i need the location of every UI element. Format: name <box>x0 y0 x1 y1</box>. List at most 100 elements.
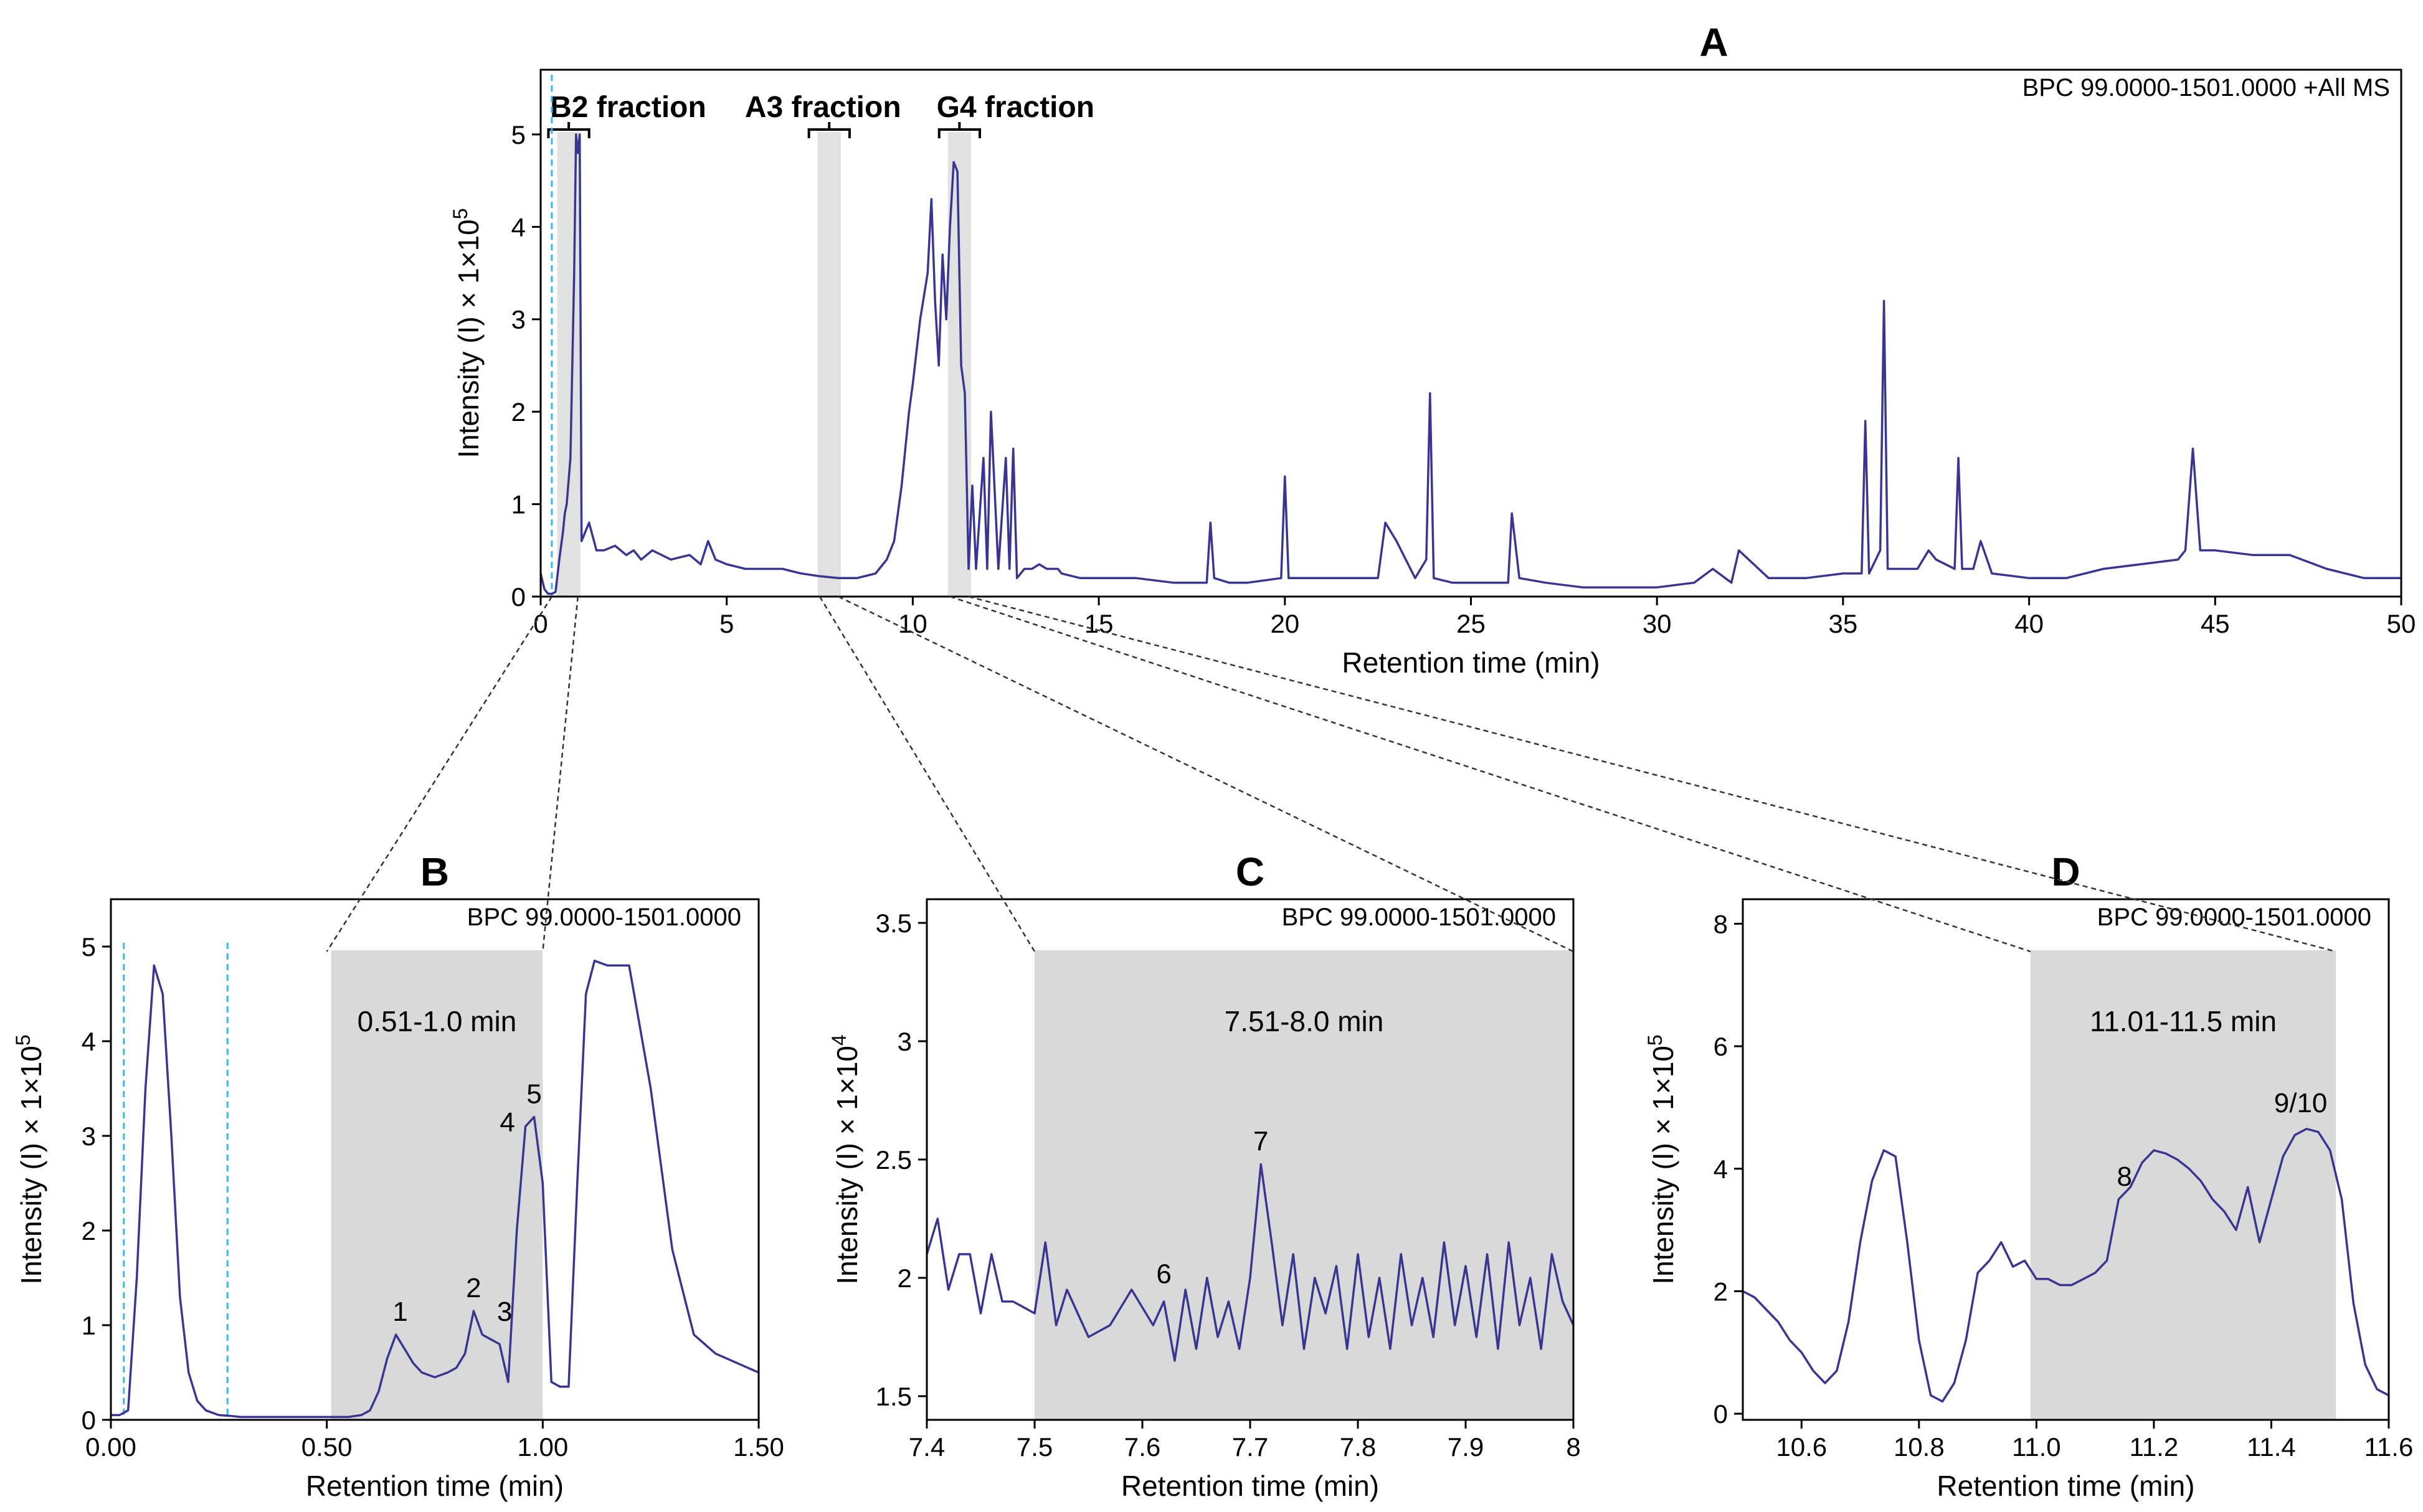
chromatogram-trace <box>1742 1128 2389 1403</box>
x-tick-label: 7.9 <box>1448 1432 1484 1462</box>
chart-header: BPC 99.0000-1501.0000 <box>467 904 741 931</box>
x-axis-label: Retention time (min) <box>1342 646 1600 679</box>
peak-label: 1 <box>392 1297 407 1327</box>
y-tick-label: 1 <box>82 1311 96 1340</box>
x-tick-label: 0 <box>533 609 548 638</box>
y-tick-label: 0 <box>1714 1399 1728 1429</box>
y-tick-label: 3.5 <box>876 909 912 938</box>
x-tick-label: 7.7 <box>1232 1432 1268 1462</box>
y-tick-label: 1.5 <box>876 1382 912 1411</box>
peak-label: 7 <box>1253 1127 1268 1157</box>
shaded-range-label: 11.01-11.5 min <box>2090 1005 2277 1037</box>
peak-label: 5 <box>526 1079 541 1110</box>
fraction-bracket <box>937 122 982 138</box>
x-tick-label: 10 <box>898 609 927 638</box>
x-tick-label: 45 <box>2201 609 2230 638</box>
y-axis-label: Intensity (I) × 1×105 <box>449 208 485 458</box>
y-tick-label: 2 <box>82 1216 96 1245</box>
peak-label: 4 <box>500 1107 514 1138</box>
y-tick-label: 3 <box>82 1122 96 1151</box>
y-tick-label: 4 <box>511 212 526 242</box>
y-tick-label: 0 <box>82 1406 96 1435</box>
x-tick-label: 7.6 <box>1124 1432 1160 1462</box>
x-tick-label: 7.8 <box>1340 1432 1376 1462</box>
x-tick-label: 25 <box>1456 609 1486 638</box>
y-tick-label: 2.5 <box>876 1145 912 1174</box>
plot-frame <box>110 898 760 1421</box>
y-tick-label: 4 <box>1714 1155 1728 1184</box>
y-tick-label: 3 <box>511 305 526 334</box>
zoom-connector-line <box>838 595 1574 953</box>
x-tick-label: 11.0 <box>2012 1432 2061 1462</box>
fraction-bracket <box>807 122 851 138</box>
y-axis-label: Intensity (I) × 1×105 <box>12 1034 47 1284</box>
y-axis-label-exponent: 4 <box>828 1034 850 1046</box>
y-axis-label: Intensity (I) × 1×105 <box>1644 1034 1679 1284</box>
chart-header: BPC 99.0000-1501.0000 <box>2097 904 2371 931</box>
shaded-region <box>331 950 543 1420</box>
y-axis-label-exponent: 5 <box>1644 1034 1666 1046</box>
y-tick-label: 5 <box>511 120 526 149</box>
panel-letter: C <box>1236 849 1264 894</box>
panel-c: 7.51-8.0 min 7.4 7.5 7.6 7.7 7.8 7.9 8 1.5 2 2.5 3 3… <box>828 849 1581 1502</box>
x-tick-label: 20 <box>1270 609 1299 638</box>
chart-header: BPC 99.0000-1501.0000 +All MS <box>2022 74 2390 102</box>
peak-label: 6 <box>1156 1259 1171 1289</box>
panel-d: 11.01-11.5 min 10.6 10.8 11.0 11.2 11.4 11.6 0 2… <box>1644 849 2413 1502</box>
fraction-band <box>817 132 841 597</box>
y-tick-label: 2 <box>898 1264 912 1293</box>
y-tick-label: 1 <box>511 490 526 519</box>
y-axis-label-text: Intensity (I) × 1×10 <box>1647 1046 1679 1285</box>
y-tick-label: 2 <box>1714 1277 1728 1306</box>
y-tick-label: 8 <box>1714 909 1728 938</box>
peak-label: 8 <box>2117 1161 2132 1192</box>
x-tick-label: 1.00 <box>517 1432 568 1462</box>
peak-label: 3 <box>497 1297 512 1327</box>
x-tick-label: 15 <box>1084 609 1114 638</box>
y-axis-label-exponent: 5 <box>12 1034 34 1046</box>
plot-frame <box>1742 898 2390 1421</box>
x-tick-label: 7.4 <box>909 1432 945 1462</box>
x-tick-label: 0.00 <box>85 1432 136 1462</box>
x-tick-label: 0.50 <box>301 1432 353 1462</box>
x-tick-label: 5 <box>719 609 734 638</box>
chart-header: BPC 99.0000-1501.0000 <box>1282 904 1556 931</box>
x-axis-label: Retention time (min) <box>1937 1470 2194 1502</box>
x-axis-label: Retention time (min) <box>306 1470 564 1502</box>
x-tick-label: 35 <box>1829 609 1858 638</box>
chromatogram-trace <box>539 133 2401 595</box>
fraction-band <box>557 132 581 597</box>
fraction-label: B2 fraction <box>550 91 706 124</box>
zoom-connector-line <box>326 596 552 952</box>
y-axis-label-text: Intensity (I) × 1×10 <box>452 219 485 458</box>
x-tick-label: 11.2 <box>2130 1432 2179 1462</box>
panel-letter: B <box>420 849 449 894</box>
panel-letter: D <box>2051 849 2080 894</box>
x-tick-label: 11.6 <box>2364 1432 2414 1462</box>
x-tick-label: 11.4 <box>2247 1432 2296 1462</box>
y-axis-label-text: Intensity (I) × 1×10 <box>15 1046 47 1285</box>
zoom-connectors <box>326 595 2336 953</box>
y-axis-label-text: Intensity (I) × 1×10 <box>831 1046 863 1285</box>
peak-label: 9/10 <box>2274 1088 2328 1118</box>
y-tick-label: 5 <box>82 932 96 962</box>
fraction-label: G4 fraction <box>937 91 1094 124</box>
chromatogram-trace <box>111 960 759 1419</box>
zoom-connector-line <box>542 596 579 952</box>
shaded-region <box>2030 950 2336 1420</box>
y-axis-label: Intensity (I) × 1×104 <box>828 1034 863 1284</box>
x-tick-label: 1.50 <box>733 1432 784 1462</box>
y-tick-label: 3 <box>898 1027 912 1056</box>
panel-letter: A <box>1699 20 1728 65</box>
x-tick-label: 7.5 <box>1017 1432 1053 1462</box>
x-tick-label: 10.6 <box>1776 1432 1827 1462</box>
fraction-bracket <box>547 122 590 138</box>
zoom-connector-line <box>949 595 2031 953</box>
y-tick-label: 0 <box>511 582 526 612</box>
y-tick-label: 2 <box>511 397 526 427</box>
chromatogram-trace <box>926 1163 1575 1362</box>
x-tick-label: 40 <box>2014 609 2044 638</box>
